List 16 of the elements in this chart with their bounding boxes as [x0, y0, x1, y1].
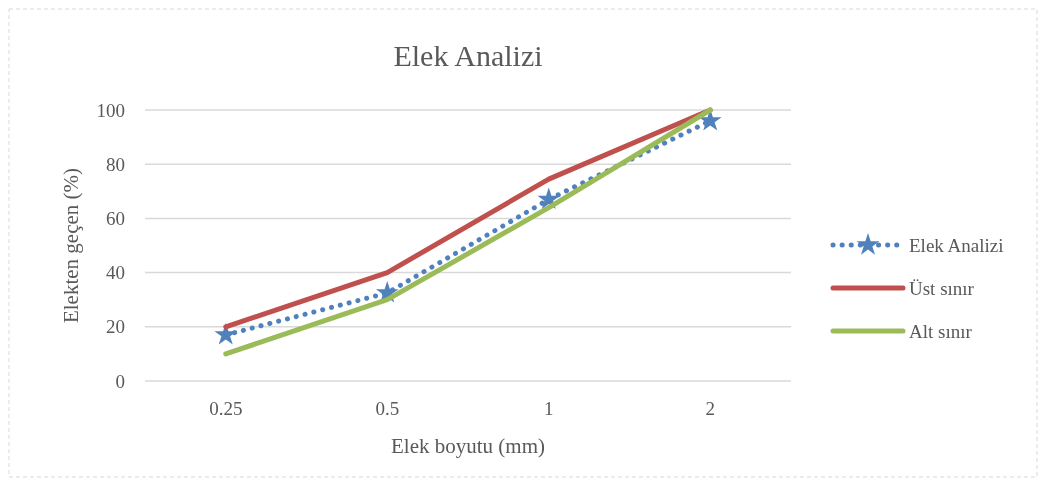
legend-label: Üst sınır — [909, 277, 975, 299]
x-tick-label: 0.25 — [209, 398, 243, 419]
x-tick-label: 2 — [705, 398, 715, 419]
y-tick-label: 100 — [96, 99, 125, 121]
legend-label: Alt sınır — [909, 320, 973, 342]
chart-title: Elek Analizi — [393, 39, 543, 72]
x-axis-title: Elek boyutu (mm) — [391, 434, 545, 458]
y-tick-label: 0 — [115, 370, 125, 392]
y-tick-label: 20 — [106, 316, 125, 338]
y-tick-label: 60 — [106, 208, 125, 230]
x-tick-label: 1 — [544, 398, 554, 419]
y-tick-label: 80 — [106, 153, 125, 175]
y-axis-title: Elekten geçen (%) — [59, 167, 83, 324]
legend-label: Elek Analizi — [909, 234, 1004, 256]
x-tick-label: 0.5 — [375, 398, 400, 419]
y-tick-label: 40 — [106, 262, 125, 284]
